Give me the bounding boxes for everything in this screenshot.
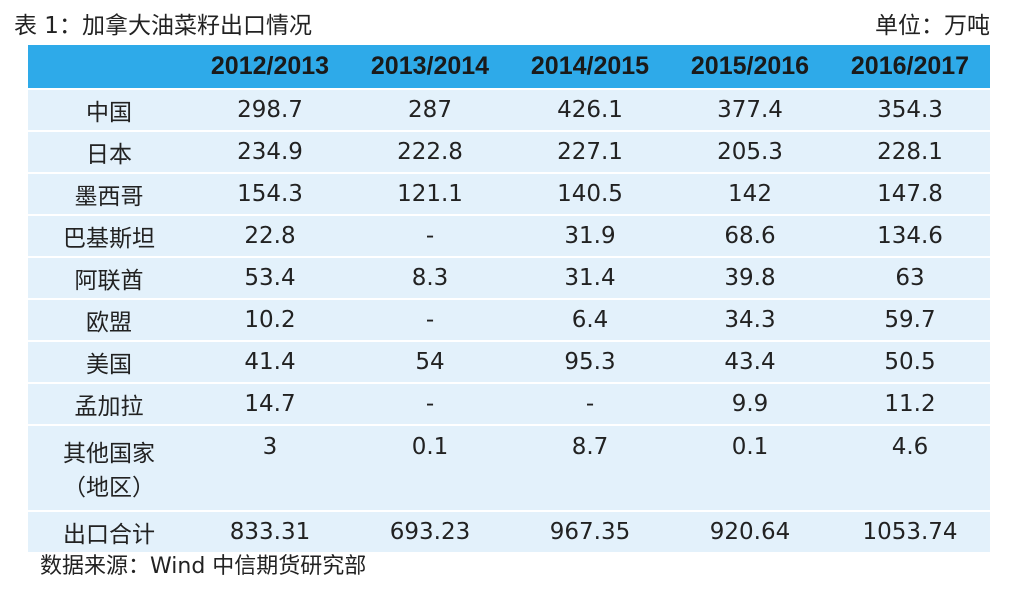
row-label: 孟加拉 [28,382,190,425]
header-cell [28,45,190,89]
table-body: 中国 298.7 287 426.1 377.4 354.3 日本 234.9 222.8 227… [28,88,990,552]
table-row: 阿联酋 53.4 8.3 31.4 39.8 63 [28,256,990,299]
cell: 0.1 [670,424,830,511]
row-label-line: 中国 [86,100,132,126]
cell: 205.3 [670,130,830,173]
table-row: 美国 41.4 54 95.3 43.4 50.5 [28,340,990,383]
table-row: 出口合计 833.31 693.23 967.35 920.64 1053.74 [28,510,990,552]
cell: 693.23 [350,510,510,552]
row-label-line: （地区） [63,475,155,501]
cell: 426.1 [510,88,670,131]
table: 2012/2013 2013/2014 2014/2015 2015/2016 2016… [28,45,990,552]
cell: - [350,382,510,425]
row-label-line: 其他国家 [63,441,155,467]
cell: 287 [350,88,510,131]
cell: - [510,382,670,425]
column-header: 2013/2014 [350,45,510,89]
cell: 31.9 [510,214,670,257]
row-label: 中国 [28,88,190,131]
table-row: 其他国家 （地区） 3 0.1 8.7 0.1 4.6 [28,424,990,511]
cell: 1053.74 [830,510,990,552]
cell: 14.7 [190,382,350,425]
cell: 68.6 [670,214,830,257]
cell: 11.2 [830,382,990,425]
cell: 4.6 [830,424,990,511]
cell: 53.4 [190,256,350,299]
cell: 39.8 [670,256,830,299]
cell: 147.8 [830,172,990,215]
table-row: 巴基斯坦 22.8-31.9 68.6 134.6 [28,214,990,257]
cell: 967.35 [510,510,670,552]
cell: 6.4 [510,298,670,341]
cell: - [350,298,510,341]
cell: 298.7 [190,88,350,131]
cell: - [350,214,510,257]
table-row: 日本 234.9 222.8 227.1 205.3 228.1 [28,130,990,173]
column-header: 2012/2013 [190,45,350,89]
cell: 50.5 [830,340,990,383]
row-label-line: 美国 [86,352,132,378]
cell: 41.4 [190,340,350,383]
cell: 142 [670,172,830,215]
row-label-line: 巴基斯坦 [63,226,155,252]
table-row: 欧盟 10.2-6.4 34.3 59.7 [28,298,990,341]
cell: 377.4 [670,88,830,131]
unit: 单位：万吨 [875,13,990,39]
cell: 34.3 [670,298,830,341]
cell: 31.4 [510,256,670,299]
title: 表 1：加拿大油菜籽出口情况 [14,13,312,39]
table-row: 墨西哥 154.3 121.1 140.5 142 147.8 [28,172,990,215]
row-label: 阿联酋 [28,256,190,299]
column-header: 2014/2015 [510,45,670,89]
row-label: 日本 [28,130,190,173]
cell: 121.1 [350,172,510,215]
row-label-line: 日本 [86,142,132,168]
row-label: 其他国家 （地区） [28,424,190,511]
cell: 234.9 [190,130,350,173]
header-row: 2012/2013 2013/2014 2014/2015 2015/2016 2016… [28,45,990,89]
cell: 54 [350,340,510,383]
cell: 0.1 [350,424,510,511]
cell: 22.8 [190,214,350,257]
cell: 920.64 [670,510,830,552]
row-label: 美国 [28,340,190,383]
cell: 8.7 [510,424,670,511]
cell: 9.9 [670,382,830,425]
table-row: 中国 298.7 287 426.1 377.4 354.3 [28,88,990,131]
source: 数据来源：Wind 中信期货研究部 [40,554,367,579]
cell: 59.7 [830,298,990,341]
cell: 10.2 [190,298,350,341]
cell: 8.3 [350,256,510,299]
column-header: 2015/2016 [670,45,830,89]
cell: 43.4 [670,340,830,383]
row-label-line: 孟加拉 [74,394,144,420]
column-header: 2016/2017 [830,45,990,89]
cell: 3 [190,424,350,511]
row-label: 欧盟 [28,298,190,341]
cell: 134.6 [830,214,990,257]
row-label: 巴基斯坦 [28,214,190,257]
cell: 222.8 [350,130,510,173]
cell: 354.3 [830,88,990,131]
cell: 95.3 [510,340,670,383]
row-label-line: 出口合计 [63,522,155,548]
row-label-line: 欧盟 [86,310,132,336]
cell: 63 [830,256,990,299]
cell: 227.1 [510,130,670,173]
cell: 140.5 [510,172,670,215]
row-label-line: 墨西哥 [74,184,144,210]
row-label-line: 阿联酋 [74,268,144,294]
row-label: 出口合计 [28,510,190,552]
row-label: 墨西哥 [28,172,190,215]
table-row: 孟加拉 14.7- -9.9 11.2 [28,382,990,425]
cell: 154.3 [190,172,350,215]
cell: 833.31 [190,510,350,552]
cell: 228.1 [830,130,990,173]
